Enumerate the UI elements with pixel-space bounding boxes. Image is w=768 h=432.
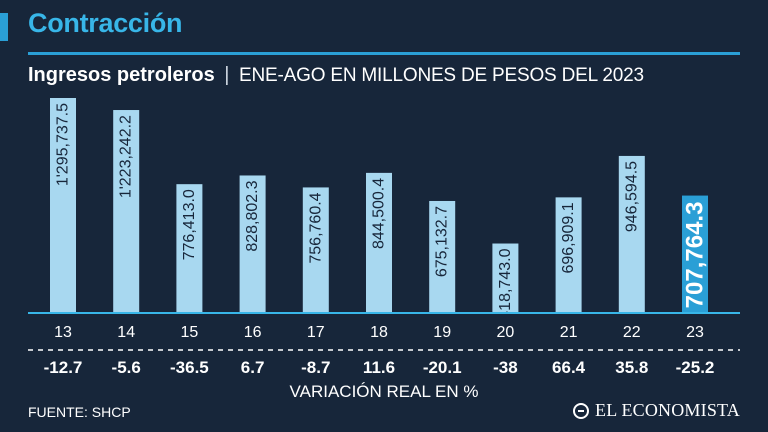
variation-value-14: -5.6 — [112, 358, 141, 377]
bar-14 — [113, 110, 140, 313]
x-tick-label-20: 20 — [497, 324, 515, 341]
brand-logo: EL ECONOMISTA — [573, 400, 740, 421]
variation-value-19: -20.1 — [423, 358, 462, 377]
bar-15 — [176, 184, 203, 313]
x-tick-label-19: 19 — [433, 324, 451, 341]
bar-value-label-13: 1'295,737.5 — [55, 103, 72, 186]
variation-value-13: -12.7 — [44, 358, 83, 377]
subtitle-separator: | — [224, 64, 230, 86]
bar-22 — [618, 155, 645, 313]
x-tick-label-14: 14 — [117, 324, 135, 341]
title-accent-bar — [0, 13, 8, 41]
x-tick-label-23: 23 — [686, 324, 704, 341]
bar-value-label-22: 946,594.5 — [623, 161, 640, 232]
x-tick-label-18: 18 — [370, 324, 388, 341]
x-tick-label-17: 17 — [307, 324, 325, 341]
bar-21 — [555, 197, 582, 313]
variation-value-17: -8.7 — [301, 358, 330, 377]
bar-value-label-23: 707,764.3 — [682, 202, 709, 309]
bar-value-label-17: 756,760.4 — [307, 192, 324, 263]
bar-23 — [682, 195, 708, 313]
variation-value-18: 11.6 — [363, 358, 395, 377]
bar-20 — [492, 243, 519, 313]
brand-name: EL ECONOMISTA — [595, 400, 740, 420]
bar-value-label-21: 696,909.1 — [560, 202, 577, 273]
bar-17 — [302, 187, 329, 313]
variation-value-23: -25.2 — [676, 358, 715, 377]
bar-19 — [429, 200, 456, 313]
bar-value-label-16: 828,802.3 — [244, 180, 261, 251]
variation-value-21: 66.4 — [552, 358, 586, 377]
bar-13 — [50, 98, 76, 313]
variation-value-20: -38 — [493, 358, 518, 377]
variation-value-16: 6.7 — [241, 358, 265, 377]
subtitle-units: ENE-AGO EN MILLONES DE PESOS DEL 2023 — [239, 65, 644, 86]
variation-axis-label: VARIACIÓN REAL EN % — [289, 382, 479, 401]
page-title: Contracción — [28, 8, 183, 38]
brand-icon — [573, 402, 590, 419]
bar-value-label-15: 776,413.0 — [181, 189, 198, 260]
bar-18 — [366, 172, 392, 313]
x-tick-label-13: 13 — [54, 324, 72, 341]
x-tick-label-16: 16 — [244, 324, 262, 341]
title-rule — [28, 52, 740, 55]
bar-value-label-20: 418,743.0 — [497, 248, 514, 319]
bar-value-label-19: 675,132.7 — [434, 206, 451, 277]
variation-value-15: -36.5 — [170, 358, 209, 377]
bar-16 — [239, 175, 266, 313]
source-note: FUENTE: SHCP — [28, 404, 131, 420]
bar-value-label-14: 1'223,242.2 — [118, 115, 135, 198]
x-tick-label-22: 22 — [623, 324, 641, 341]
variation-value-22: 35.8 — [615, 358, 648, 377]
bar-value-label-18: 844,500.4 — [371, 178, 388, 249]
chart-subtitle: Ingresos petroleros | ENE-AGO EN MILLONE… — [28, 64, 644, 87]
x-tick-label-21: 21 — [560, 324, 578, 341]
x-tick-label-15: 15 — [181, 324, 199, 341]
subtitle-main: Ingresos petroleros — [28, 64, 215, 86]
